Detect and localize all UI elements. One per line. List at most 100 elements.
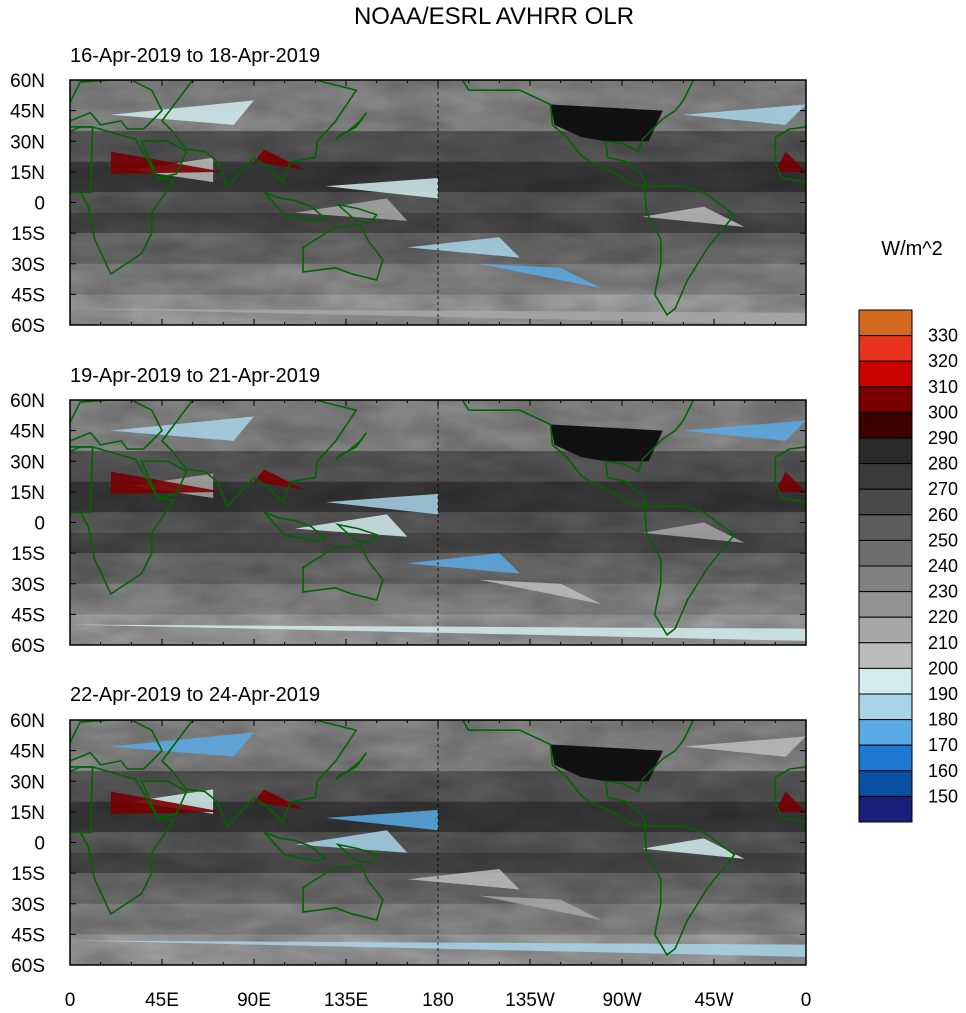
- high-olr-region: [775, 151, 806, 172]
- high-olr-region: [775, 791, 806, 812]
- colorbar-label: 180: [928, 710, 958, 730]
- panel-2: 19-Apr-2019 to 21-Apr-2019 60N 45N 30N 15N 0…: [10, 365, 807, 657]
- coastline: [774, 766, 806, 823]
- lat-tick-label: 0: [34, 834, 45, 855]
- low-olr-region: [478, 895, 602, 921]
- low-olr-region: [642, 206, 745, 227]
- colorbar-label: 210: [928, 633, 958, 653]
- low-olr-region: [478, 263, 602, 289]
- missing-data-region: [550, 424, 663, 462]
- colorbar-label: 290: [928, 428, 958, 448]
- lat-tick-label: 15N: [10, 803, 45, 824]
- colorbar-swatch: [858, 565, 913, 593]
- low-olr-region: [70, 624, 806, 641]
- coastline: [461, 80, 695, 188]
- high-olr-region: [254, 789, 306, 810]
- missing-data-region: [550, 744, 663, 782]
- coastline: [643, 825, 736, 956]
- low-olr-region: [642, 522, 745, 543]
- coastline: [263, 191, 328, 222]
- coastline: [774, 446, 806, 503]
- coastline: [140, 460, 188, 499]
- coastline: [160, 400, 358, 508]
- lon-tick-135e: 135E: [324, 990, 368, 1011]
- lat-tick-label: 0: [34, 514, 45, 535]
- low-olr-region: [325, 809, 438, 831]
- lat-tick-label: 0: [34, 194, 45, 215]
- high-olr-region: [110, 151, 224, 174]
- lat-tick-label: 60N: [10, 391, 45, 412]
- ticks: [69, 399, 807, 646]
- olr-field: [70, 400, 806, 645]
- colorbar-label: 190: [928, 684, 958, 704]
- low-olr-region: [478, 579, 602, 605]
- panel-3-date-range: 22-Apr-2019 to 24-Apr-2019: [70, 684, 320, 706]
- coastline: [335, 843, 378, 864]
- lat-tick-label: 45S: [11, 925, 45, 946]
- low-olr-region: [110, 732, 254, 757]
- lon-tick-0-end: 0: [801, 990, 812, 1011]
- low-olr-region: [294, 198, 408, 221]
- ticks: [69, 719, 807, 966]
- coastline: [335, 432, 368, 460]
- coastline: [302, 864, 384, 922]
- colorbar-label: 310: [928, 377, 958, 397]
- lat-tick-label: 45S: [11, 605, 45, 626]
- colorbar-label: 260: [928, 505, 958, 525]
- colorbar-label: 170: [928, 735, 958, 755]
- colorbar-swatch: [858, 642, 913, 669]
- colorbar-swatch: [858, 719, 913, 746]
- high-olr-region: [775, 471, 806, 492]
- high-olr-region: [254, 469, 306, 490]
- figure-title: NOAA/ESRL AVHRR OLR: [354, 3, 634, 30]
- lat-tick-label: 60N: [10, 71, 45, 92]
- ticks: [69, 79, 807, 326]
- lon-tick-45w: 45W: [694, 990, 733, 1011]
- coastline: [70, 400, 163, 450]
- low-olr-region: [407, 869, 520, 890]
- lat-tick-label: 30N: [10, 772, 45, 793]
- lat-tick-label: 30S: [11, 575, 45, 596]
- coastline: [774, 126, 806, 183]
- coastline: [140, 140, 188, 179]
- longitude-axis: 0 45E 90E 135E 180 135W 90W 45W 0: [65, 990, 812, 1011]
- colorbar: 330 320 310 300 290 280 270 260 250 240 230 220 210 2…: [858, 309, 958, 823]
- colorbar-label: 320: [928, 351, 958, 371]
- panel-3: 22-Apr-2019 to 24-Apr-2019 60N 45N 30N 15N 0…: [10, 684, 807, 977]
- colorbar-label: 280: [928, 454, 958, 474]
- panel-1: 16-Apr-2019 to 18-Apr-2019 60N 45N 30N 15N 0…: [10, 45, 807, 337]
- colorbar-label: 230: [928, 582, 958, 602]
- lat-tick-label: 60N: [10, 711, 45, 732]
- low-olr-region: [642, 838, 745, 859]
- coastline: [643, 505, 736, 636]
- coastline: [335, 203, 378, 224]
- lon-tick-135w: 135W: [505, 990, 555, 1011]
- colorbar-swatch: [858, 411, 913, 439]
- colorbar-swatch: [858, 744, 913, 772]
- coastline: [70, 126, 94, 194]
- high-olr-region: [254, 149, 306, 170]
- colorbar-label: 150: [928, 786, 958, 806]
- coastline: [302, 544, 384, 602]
- colorbar-label: 160: [928, 761, 958, 781]
- coastline: [263, 511, 328, 542]
- colorbar-label: 270: [928, 479, 958, 499]
- low-olr-region: [407, 237, 520, 258]
- colorbar-label: 300: [928, 402, 958, 422]
- low-olr-region: [294, 514, 408, 537]
- colorbar-label: 200: [928, 658, 958, 678]
- coastline: [335, 112, 368, 140]
- colorbar-swatch: [858, 360, 913, 388]
- coastline: [302, 224, 384, 282]
- colorbar-swatch: [858, 335, 913, 362]
- coastline: [70, 80, 163, 130]
- high-olr-region: [110, 471, 224, 494]
- colorbar-swatch: [858, 770, 913, 797]
- lat-tick-label: 60S: [11, 636, 45, 657]
- low-olr-region: [110, 100, 254, 125]
- lat-tick-label: 15S: [11, 544, 45, 565]
- colorbar-label: 240: [928, 556, 958, 576]
- lon-tick-90w: 90W: [602, 990, 641, 1011]
- high-olr-region: [110, 791, 224, 814]
